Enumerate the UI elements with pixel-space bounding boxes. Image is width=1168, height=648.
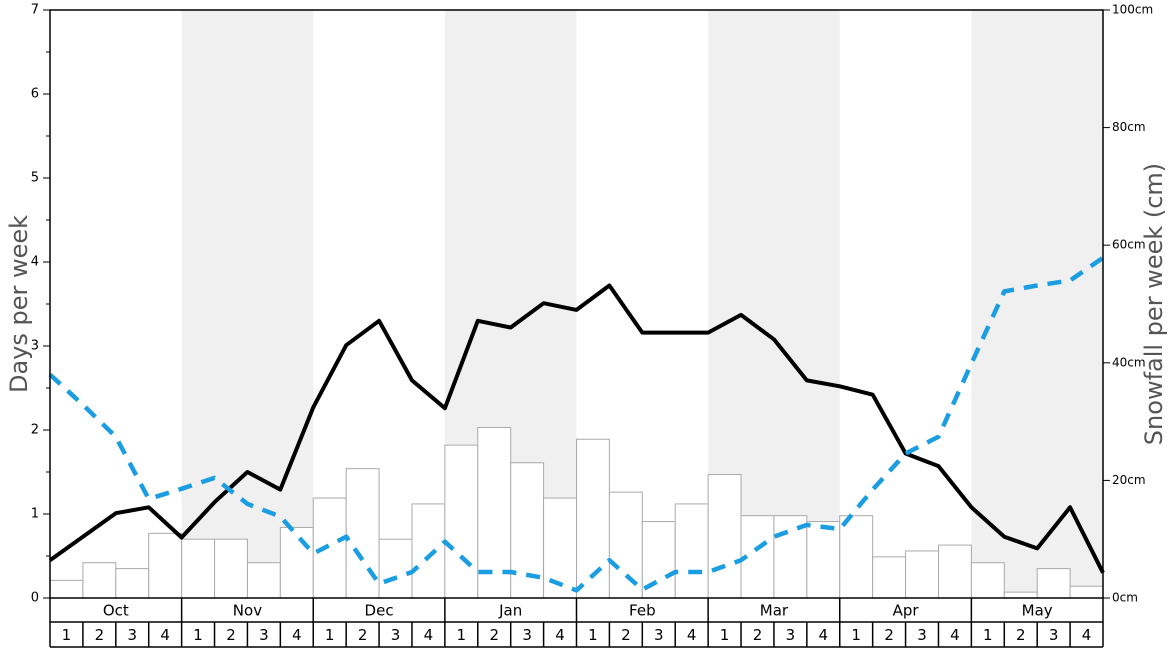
snowfall-bar xyxy=(707,474,742,599)
snowfall-bar xyxy=(937,544,972,599)
right-tick-label: 80cm xyxy=(1112,120,1146,134)
week-label: 4 xyxy=(424,626,434,644)
trend-lines xyxy=(48,255,1105,593)
week-label: 3 xyxy=(917,626,927,644)
week-label: 2 xyxy=(358,626,368,644)
snowfall-bar xyxy=(674,503,709,599)
week-label: 3 xyxy=(259,626,269,644)
left-tick-label: 4 xyxy=(31,255,39,270)
month-label: Feb xyxy=(629,602,656,620)
snowfall-bar xyxy=(641,521,676,599)
week-label: 4 xyxy=(687,626,697,644)
week-label: 1 xyxy=(62,626,72,644)
snowfall-bar xyxy=(608,491,643,599)
snowfall-bar xyxy=(970,562,1005,599)
snowfall-bar xyxy=(806,521,841,599)
left-tick-label: 3 xyxy=(31,339,39,354)
right-axis: 0cm 20cm 40cm 60cm 80cm 100cm xyxy=(1103,3,1153,605)
snowfall-bar xyxy=(181,538,216,599)
snowfall-bar xyxy=(312,497,347,599)
snowfall-bar xyxy=(246,562,281,599)
snowfall-bar xyxy=(49,579,84,599)
snowfall-bar xyxy=(1003,591,1038,599)
right-tick-label: 60cm xyxy=(1112,238,1146,252)
week-label: 4 xyxy=(555,626,565,644)
week-label: 4 xyxy=(160,626,170,644)
right-tick-label: 20cm xyxy=(1112,473,1146,487)
snowfall-bar xyxy=(1036,568,1071,599)
snowfall-bar xyxy=(905,550,939,599)
week-label: 4 xyxy=(1082,626,1092,644)
left-tick-label: 0 xyxy=(31,591,39,606)
month-label: Apr xyxy=(893,602,920,620)
week-label: 3 xyxy=(1049,626,1059,644)
month-label: Nov xyxy=(233,602,262,620)
solid-series-line xyxy=(48,283,1105,574)
snowfall-bar xyxy=(872,556,907,599)
shade-may xyxy=(971,10,1103,598)
week-label: 1 xyxy=(588,626,598,644)
month-label: Mar xyxy=(760,602,789,620)
left-tick-label: 7 xyxy=(31,3,39,18)
snowfall-bar xyxy=(378,538,413,599)
week-label: 3 xyxy=(391,626,401,644)
left-tick-label: 6 xyxy=(31,87,39,102)
week-label: 4 xyxy=(950,626,960,644)
month-label: Dec xyxy=(365,602,394,620)
week-label: 1 xyxy=(983,626,993,644)
snowfall-bar xyxy=(839,515,874,599)
week-label: 2 xyxy=(226,626,236,644)
snowfall-bar xyxy=(82,562,117,599)
right-tick-label: 40cm xyxy=(1112,355,1146,369)
left-tick-label: 1 xyxy=(31,507,39,522)
week-label: 2 xyxy=(753,626,763,644)
week-label: 1 xyxy=(193,626,203,644)
left-tick-label: 5 xyxy=(31,171,39,186)
right-tick-label: 100cm xyxy=(1112,3,1153,17)
right-axis-title: Snowfall per week (cm) xyxy=(1140,163,1168,445)
week-label: 2 xyxy=(621,626,631,644)
week-label: 2 xyxy=(489,626,499,644)
week-label: 3 xyxy=(786,626,796,644)
right-tick-label: 0cm xyxy=(1112,591,1138,605)
week-label: 1 xyxy=(457,626,467,644)
snowfall-bar xyxy=(214,538,248,599)
snowfall-bar xyxy=(115,568,150,599)
snowfall-bar xyxy=(1069,585,1104,599)
snowfall-bar xyxy=(279,526,314,599)
snowfall-bar xyxy=(411,503,446,599)
week-label: 4 xyxy=(819,626,829,644)
left-tick-label: 2 xyxy=(31,423,39,438)
week-label: 2 xyxy=(884,626,894,644)
week-label: 3 xyxy=(127,626,137,644)
month-label: Oct xyxy=(103,602,129,620)
month-week-axis: Oct 1 2 3 4 Nov 1 2 3 4 Dec 1 2 3 4 Jan 1 2 3 4 Feb 1 2 3 4 Mar 1 2… xyxy=(49,598,1104,648)
week-label: 1 xyxy=(851,626,861,644)
shade-nov xyxy=(181,10,314,598)
week-label: 1 xyxy=(325,626,335,644)
snowfall-bar xyxy=(444,444,479,599)
week-label: 2 xyxy=(95,626,105,644)
snowfall-bar xyxy=(148,532,183,599)
dashed-series-line xyxy=(48,255,1105,593)
left-axis-title: Days per week xyxy=(5,215,33,393)
week-label: 2 xyxy=(1016,626,1026,644)
week-label: 3 xyxy=(522,626,532,644)
left-axis: 0 1 2 3 4 5 6 7 xyxy=(31,3,50,606)
week-label: 3 xyxy=(654,626,664,644)
week-label: 1 xyxy=(720,626,730,644)
month-label: Jan xyxy=(498,602,522,620)
month-label: May xyxy=(1022,602,1053,620)
week-label: 4 xyxy=(292,626,302,644)
snowfall-bar xyxy=(477,426,512,599)
